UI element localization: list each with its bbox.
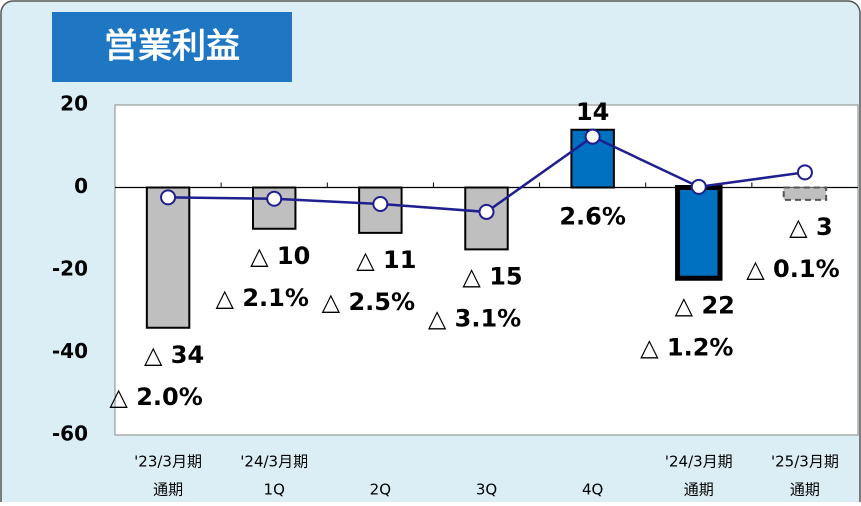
value-label: △ 10	[250, 242, 310, 270]
y-tick-label: -60	[52, 422, 88, 446]
value-label: △ 0.1%	[746, 255, 839, 283]
x-tick-label: 3Q	[476, 481, 497, 499]
x-tick-label: 通期	[790, 481, 820, 499]
x-tick-label: 通期	[153, 481, 183, 499]
value-label: △ 2.0%	[109, 383, 202, 411]
x-tick-label: 1Q	[264, 481, 285, 499]
value-label: △ 2.5%	[322, 288, 415, 316]
x-tick-label: '24/3月期	[665, 453, 733, 471]
value-label: △ 22	[675, 291, 735, 319]
line-point	[372, 196, 389, 212]
bar	[145, 186, 191, 329]
value-label: 14	[576, 98, 609, 126]
y-tick-label: -40	[52, 339, 88, 363]
value-label: △ 2.1%	[216, 284, 309, 312]
x-tick-label: '24/3月期	[240, 453, 308, 471]
line-point	[266, 190, 283, 207]
y-tick-label: 20	[60, 92, 88, 116]
y-tick-label: 0	[74, 174, 88, 198]
x-tick-label: 4Q	[582, 481, 603, 499]
value-label: △ 11	[356, 246, 416, 274]
line-point	[478, 203, 495, 220]
y-tick-label: -20	[52, 257, 88, 281]
value-label: △ 15	[462, 262, 522, 290]
bar	[675, 185, 723, 281]
value-label: △ 1.2%	[640, 333, 733, 361]
line-point	[796, 164, 813, 181]
value-label: 2.6%	[559, 203, 626, 231]
bar	[782, 186, 828, 201]
title-box	[52, 12, 292, 82]
x-tick-label: 通期	[684, 481, 714, 499]
value-label: △ 3	[789, 213, 833, 241]
value-label: △ 3.1%	[428, 304, 521, 332]
value-label: △ 34	[144, 341, 204, 369]
chart-title: 営業利益	[104, 27, 240, 67]
x-tick-label: '25/3月期	[771, 453, 839, 471]
x-tick-label: 2Q	[370, 481, 391, 499]
x-tick-label: '23/3月期	[134, 453, 202, 471]
line-point	[690, 178, 707, 195]
line-point	[584, 128, 601, 145]
line-point	[160, 189, 177, 206]
plot-area	[114, 104, 859, 436]
